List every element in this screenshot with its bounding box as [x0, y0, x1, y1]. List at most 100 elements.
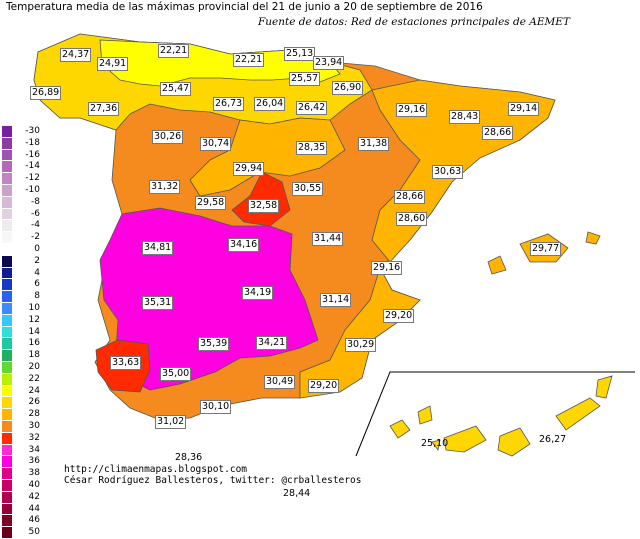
legend-label: 40: [28, 479, 40, 490]
province-value-label: 26,89: [30, 86, 62, 100]
legend-entry: -4: [2, 220, 62, 233]
province-value-label: 35,00: [160, 367, 192, 381]
legend-swatch: [2, 444, 12, 457]
legend-swatch: [2, 243, 12, 256]
province-value-label: 29,20: [383, 309, 415, 323]
legend-swatch: [2, 208, 12, 221]
province-value-label: 32,58: [248, 199, 280, 213]
legend-label: 30: [28, 420, 40, 431]
legend-swatch: [2, 385, 12, 398]
legend-label: -18: [25, 137, 40, 148]
legend-swatch: [2, 255, 12, 268]
province-value-label: 30,49: [264, 375, 296, 389]
legend-entry: 18: [2, 350, 62, 362]
legend-swatch: [2, 267, 12, 280]
province-value-label: 28,60: [396, 212, 428, 226]
legend-swatch: [2, 432, 12, 445]
legend-swatch: [2, 515, 12, 528]
legend-label: 24: [28, 385, 40, 396]
province-value-label: 34,21: [256, 336, 288, 350]
legend-entry: 30: [2, 420, 62, 433]
province-value-label: 28,35: [296, 141, 328, 155]
legend-label: 14: [28, 326, 40, 337]
legend-entry: 24: [2, 385, 62, 398]
legend-entry: -6: [2, 208, 62, 221]
legend-entry: 32: [2, 432, 62, 445]
province-value-label: 31,02: [155, 415, 187, 429]
legend-swatch: [2, 220, 12, 233]
legend-swatch: [2, 456, 12, 469]
province-value-label: 29,14: [508, 102, 540, 116]
province-value-label: 29,16: [396, 103, 428, 117]
legend-swatch: [2, 491, 12, 504]
province-value-label: 26,04: [254, 97, 286, 111]
province-value-label: 30,10: [200, 400, 232, 414]
legend-label: 46: [28, 515, 40, 526]
legend-label: 26: [28, 397, 40, 408]
province-value-label: 30,74: [200, 137, 232, 151]
legend-label: 34: [28, 444, 40, 455]
province-value-label: 27,36: [88, 102, 120, 116]
canary-inset-frame: [355, 371, 635, 457]
legend-swatch: [2, 314, 12, 327]
legend-label: 18: [28, 350, 40, 361]
province-value-label: 24,37: [60, 48, 92, 62]
legend-entry: 4: [2, 267, 62, 280]
legend-label: 8: [34, 291, 40, 302]
province-value-label: 29,58: [195, 196, 227, 210]
province-value-label: 33,63: [110, 356, 142, 370]
legend-label: 10: [28, 302, 40, 313]
legend-swatch: [2, 350, 12, 362]
province-value-label: 28,66: [482, 126, 514, 140]
province-value-label: 22,21: [233, 53, 265, 67]
legend-entry: -10: [2, 184, 62, 197]
legend-entry: -30: [2, 126, 62, 138]
legend-swatch: [2, 232, 12, 244]
legend-swatch: [2, 361, 12, 374]
province-value-label: 31,44: [312, 232, 344, 246]
legend-entry: 46: [2, 515, 62, 528]
legend-label: -30: [25, 126, 40, 136]
province-value-label: 25,47: [160, 82, 192, 96]
legend-entry: -14: [2, 161, 62, 174]
legend-entry: 2: [2, 255, 62, 268]
province-value-label: 29,20: [308, 379, 340, 393]
legend-label: 32: [28, 432, 40, 443]
legend-entry: 20: [2, 361, 62, 374]
province-value-label: 29,16: [371, 261, 403, 275]
legend-entry: 36: [2, 456, 62, 469]
legend-entry: 26: [2, 397, 62, 410]
map-subtitle: Fuente de datos: Red de estaciones princ…: [258, 16, 570, 28]
legend-label: -2: [31, 232, 40, 243]
legend-entry: 50: [2, 527, 62, 539]
province-value-label: 28,44: [283, 488, 311, 499]
legend-label: 42: [28, 491, 40, 502]
legend-entry: 22: [2, 373, 62, 386]
map-title: Temperatura media de las máximas provinc…: [6, 1, 483, 13]
legend-label: -14: [25, 161, 40, 172]
southeast-coast-zone: [299, 266, 421, 399]
legend-label: 50: [28, 527, 40, 538]
legend-entry: 14: [2, 326, 62, 339]
legend-swatch: [2, 338, 12, 351]
province-value-label: 26,42: [296, 101, 328, 115]
province-value-label: 26,90: [332, 81, 364, 95]
province-value-label: 30,26: [152, 130, 184, 144]
legend-entry: 0: [2, 243, 62, 256]
legend-swatch: [2, 326, 12, 339]
province-value-label: 24,91: [97, 57, 129, 71]
legend-swatch: [2, 173, 12, 185]
legend-entry: 40: [2, 479, 62, 492]
legend-swatch: [2, 409, 12, 421]
legend-swatch: [2, 279, 12, 292]
canary-islands: [389, 375, 613, 457]
province-value-label: 22,21: [158, 44, 190, 58]
province-value-label: 31,32: [149, 180, 181, 194]
legend-entry: 34: [2, 444, 62, 457]
legend-entry: 44: [2, 503, 62, 516]
legend-entry: 28: [2, 409, 62, 421]
province-value-label: 30,55: [292, 182, 324, 196]
legend-swatch: [2, 126, 12, 138]
legend-label: 0: [34, 243, 40, 254]
legend-swatch: [2, 161, 12, 174]
